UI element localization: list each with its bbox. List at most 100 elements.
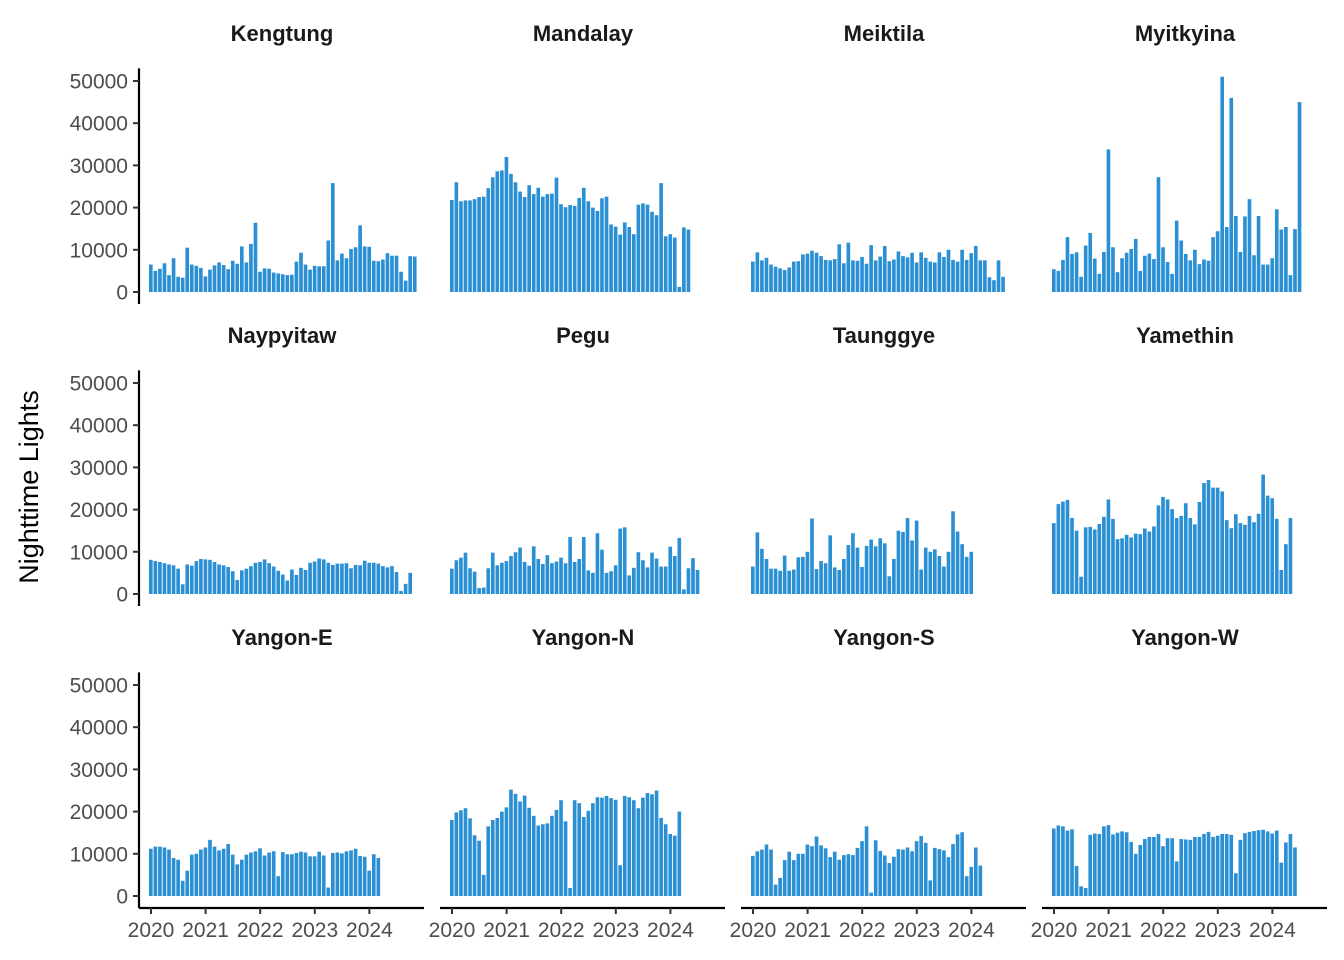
bar	[969, 866, 974, 896]
bar	[801, 254, 805, 292]
y-tick-label: 40000	[70, 415, 128, 438]
bar	[1224, 833, 1229, 896]
bar	[1156, 177, 1161, 292]
bar	[371, 260, 376, 292]
bar	[1174, 861, 1179, 896]
bar	[1284, 544, 1288, 594]
bar	[212, 561, 217, 594]
bar	[586, 810, 591, 896]
bar	[983, 260, 987, 292]
bar	[846, 545, 851, 594]
bar	[527, 565, 531, 594]
bar	[773, 884, 778, 896]
bar	[358, 855, 362, 896]
bar	[545, 823, 550, 896]
bar	[937, 252, 942, 292]
bar	[226, 844, 230, 896]
bar	[937, 849, 942, 896]
bar	[394, 572, 399, 594]
bar	[923, 257, 928, 292]
bar	[408, 572, 412, 594]
bar	[194, 265, 199, 292]
bar	[285, 854, 290, 896]
bar	[518, 801, 522, 896]
bar	[755, 252, 760, 292]
bar	[887, 863, 892, 896]
bar	[851, 855, 855, 896]
bar	[486, 188, 491, 292]
bar	[180, 277, 185, 292]
y-tick-label: 20000	[70, 801, 128, 824]
bar	[796, 557, 801, 594]
bar	[1133, 533, 1138, 594]
bar	[1001, 276, 1005, 292]
bar	[769, 568, 773, 594]
bar	[185, 870, 190, 896]
bar	[1183, 839, 1188, 896]
x-tick-label: 2024	[948, 919, 995, 942]
bar	[769, 264, 773, 292]
bar	[946, 249, 951, 292]
bar	[892, 558, 896, 594]
bar	[873, 260, 878, 292]
bar	[158, 846, 162, 896]
bar	[1092, 258, 1097, 292]
bar	[914, 520, 919, 594]
y-tick-label: 0	[116, 584, 128, 607]
bar	[1229, 834, 1234, 896]
bar	[1165, 499, 1170, 594]
bar	[554, 809, 559, 896]
bar	[189, 565, 194, 594]
bar	[609, 798, 613, 896]
bar	[581, 817, 586, 896]
bar	[787, 851, 792, 896]
bar	[1256, 830, 1261, 896]
bar	[1124, 832, 1129, 896]
bar	[149, 559, 153, 594]
bar	[568, 537, 572, 594]
bar	[344, 563, 349, 594]
bar	[668, 546, 673, 594]
bar	[1252, 831, 1256, 896]
bar	[212, 846, 217, 896]
bar	[1193, 524, 1197, 594]
bar	[1083, 887, 1088, 896]
bar	[1074, 530, 1079, 594]
bar	[1138, 270, 1143, 292]
bar	[842, 263, 846, 292]
bar	[189, 264, 194, 292]
panel-title: Pegu	[556, 323, 610, 348]
bar	[613, 226, 618, 292]
bar	[951, 259, 955, 292]
bar	[832, 259, 837, 292]
bar	[253, 851, 258, 896]
bar	[892, 856, 896, 896]
bar	[240, 859, 244, 896]
bar	[158, 268, 162, 292]
y-tick-label: 0	[116, 886, 128, 909]
bar	[321, 559, 326, 594]
bar	[349, 568, 353, 594]
y-tick-label: 50000	[70, 373, 128, 396]
bar	[340, 853, 344, 896]
bar	[581, 187, 586, 292]
bar	[1238, 523, 1243, 594]
bar	[600, 797, 604, 896]
bar	[1279, 569, 1284, 594]
bar	[1165, 838, 1170, 896]
bar	[1293, 229, 1297, 292]
bar	[1070, 829, 1074, 896]
x-tick-label: 2023	[893, 919, 940, 942]
bar	[194, 853, 199, 896]
bar	[285, 580, 290, 594]
bar	[787, 267, 792, 292]
bar	[951, 511, 955, 594]
bar	[349, 248, 353, 292]
bar	[344, 258, 349, 292]
bar	[618, 528, 622, 594]
bar	[782, 555, 787, 594]
bar	[1115, 539, 1120, 594]
bar	[672, 556, 677, 594]
bar	[613, 565, 618, 594]
bar	[1124, 252, 1129, 292]
